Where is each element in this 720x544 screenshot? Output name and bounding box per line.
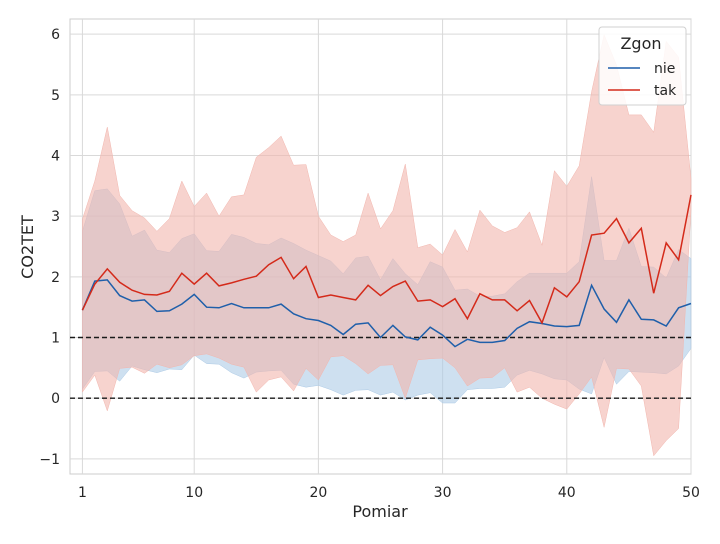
y-tick-label: −1	[39, 452, 60, 468]
y-tick-label: 1	[51, 331, 60, 347]
series-lines	[81, 194, 692, 348]
y-axis-label: CO2TET	[18, 215, 37, 279]
legend-label-nie: nie	[654, 61, 675, 77]
legend-title: Zgon	[620, 34, 661, 53]
y-tick-label: 0	[51, 391, 60, 407]
x-tick-label: 40	[558, 485, 576, 501]
x-tick-label: 30	[434, 485, 452, 501]
y-tick-label: 3	[51, 209, 60, 225]
confidence-bands	[82, 33, 692, 457]
x-tick-label: 50	[682, 485, 700, 501]
x-tick-label: 10	[185, 485, 203, 501]
x-tick-labels: 1 10 20 30 40 50	[78, 485, 700, 501]
y-tick-label: 4	[51, 149, 60, 165]
y-tick-label: 2	[51, 270, 60, 286]
y-tick-labels: −1 0 1 2 3 4 5 6	[39, 27, 60, 468]
legend: Zgon nie tak	[598, 26, 687, 106]
legend-label-tak: tak	[654, 83, 677, 99]
y-tick-label: 5	[51, 88, 60, 104]
x-axis-label: Pomiar	[352, 502, 408, 521]
legend-frame	[598, 26, 687, 106]
x-tick-label: 20	[309, 485, 327, 501]
series-line-nie	[81, 279, 692, 348]
series-line-tak	[81, 194, 692, 325]
band-tak	[82, 33, 692, 457]
x-tick-label: 1	[78, 485, 87, 501]
y-tick-label: 6	[51, 27, 60, 43]
